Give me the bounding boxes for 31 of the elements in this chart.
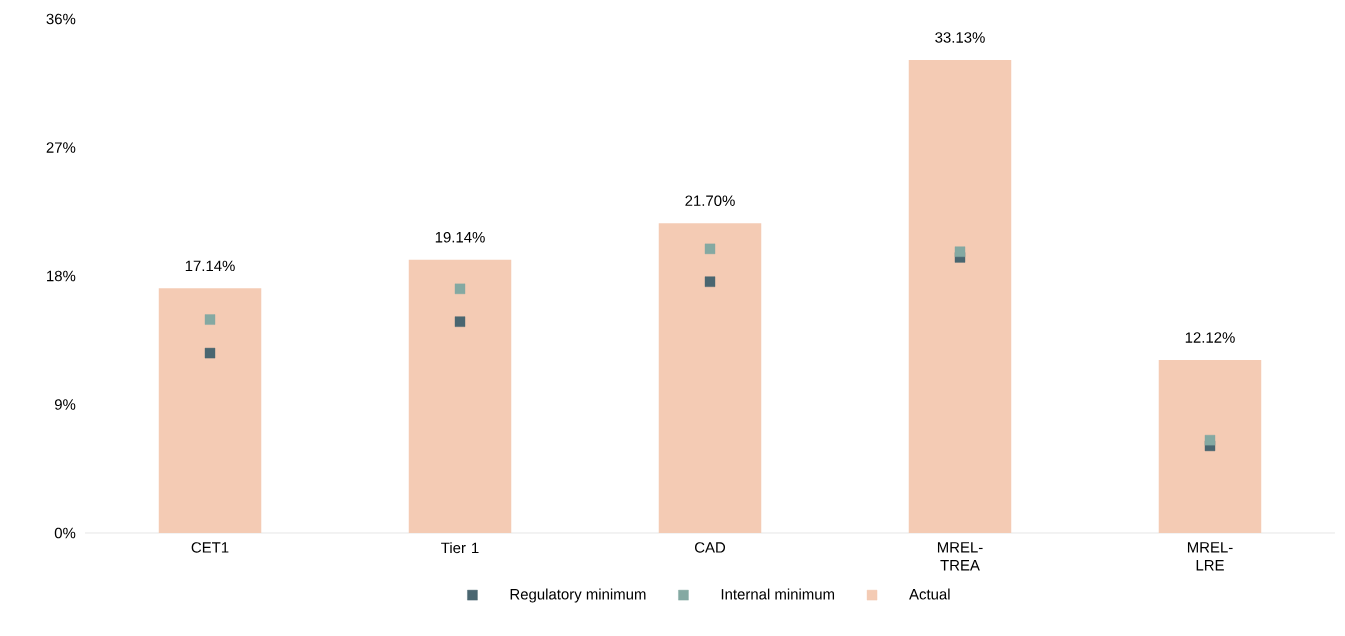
y-tick-label: 9%: [54, 399, 76, 410]
bar: [158, 288, 262, 533]
bar: [658, 223, 762, 533]
point: [204, 314, 216, 325]
bar: [908, 59, 1012, 533]
y-tick-label: 18%: [47, 270, 76, 282]
data-label: 33.13%: [935, 32, 985, 43]
legend-label: Internal minimum: [721, 588, 835, 600]
point: [454, 316, 466, 327]
legend-label: Actual: [909, 588, 950, 600]
y-tick-label: 0%: [54, 527, 76, 539]
y-tick-label: 36%: [46, 13, 76, 25]
x-tick-label: MREL-TREA: [937, 542, 983, 571]
data-label: 12.12%: [1185, 332, 1235, 343]
point: [704, 243, 716, 255]
point: [704, 276, 716, 287]
legend-label: Regulatory minimum: [510, 588, 646, 603]
point: [454, 283, 466, 295]
x-tick-label: Tier 1: [441, 542, 479, 554]
bar: [1158, 359, 1262, 533]
data-label: 19.14%: [435, 231, 485, 243]
data-label: 21.70%: [685, 195, 735, 206]
bar: [408, 259, 512, 533]
point: [954, 246, 966, 257]
x-tick-label: MREL-LRE: [1187, 542, 1233, 571]
data-label: 17.14%: [185, 260, 235, 272]
y-tick-label: 27%: [46, 142, 76, 153]
x-tick-label: CAD: [694, 542, 726, 553]
point: [204, 347, 216, 359]
point: [1204, 434, 1216, 446]
x-tick-label: CET1: [191, 542, 229, 553]
